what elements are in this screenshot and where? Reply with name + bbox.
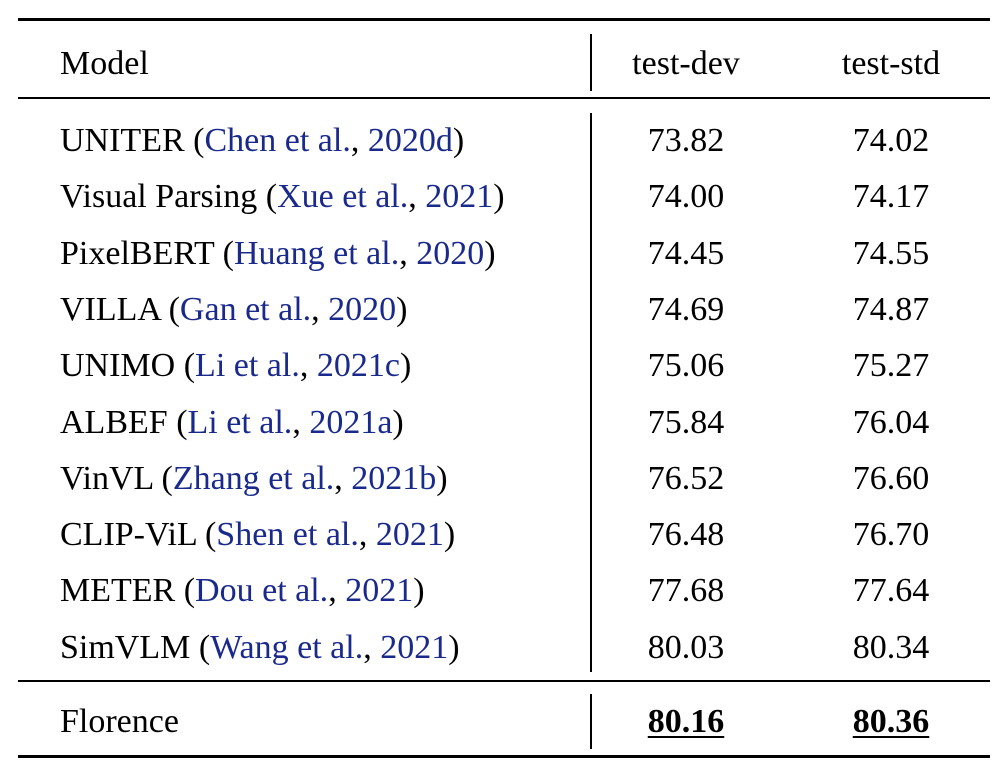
row-model: SimVLM (Wang et al., 2021) (60, 629, 460, 666)
citation-authors[interactable]: Dou et al. (195, 572, 329, 609)
citation-year[interactable]: 2020d (367, 122, 453, 159)
row-test-dev: 73.82 (647, 122, 725, 159)
citation-authors[interactable]: Wang et al. (210, 629, 364, 666)
model-name: ALBEF (60, 404, 168, 441)
header-model: Model (60, 45, 149, 82)
row-test-dev: 75.84 (647, 404, 725, 441)
table-mid-rule (18, 680, 990, 682)
row-test-std: 74.55 (852, 235, 930, 272)
model-name: CLIP-ViL (60, 516, 197, 553)
citation-year[interactable]: 2021 (380, 629, 449, 666)
model-name: VinVL (60, 460, 154, 497)
row-model: VinVL (Zhang et al., 2021b) (60, 460, 448, 497)
row-test-dev: 74.45 (647, 235, 725, 272)
row-test-std: 77.64 (852, 572, 930, 609)
column-divider (590, 34, 592, 91)
row-model: UNITER (Chen et al., 2020d) (60, 122, 465, 159)
table-top-rule (18, 18, 990, 21)
row-model: CLIP-ViL (Shen et al., 2021) (60, 516, 456, 553)
citation-year[interactable]: 2021b (351, 460, 437, 497)
citation-authors[interactable]: Chen et al. (204, 122, 351, 159)
citation-authors[interactable]: Xue et al. (277, 178, 409, 215)
row-model: ALBEF (Li et al., 2021a) (60, 404, 404, 441)
citation-year[interactable]: 2021 (345, 572, 414, 609)
ours-test-dev: 80.16 (598, 705, 774, 739)
header-test-dev: test-dev (632, 45, 740, 82)
ours-test-std-value: 80.36 (852, 703, 930, 740)
model-name: METER (60, 572, 176, 609)
row-test-std: 76.60 (852, 460, 930, 497)
row-test-std: 74.02 (852, 122, 930, 159)
column-divider (590, 113, 592, 672)
model-name: UNIMO (60, 347, 176, 384)
ours-test-std: 80.36 (790, 705, 992, 739)
model-name: UNITER (60, 122, 185, 159)
row-test-dev: 74.69 (647, 291, 725, 328)
model-name: Visual Parsing (60, 178, 258, 215)
table-header-rule (18, 97, 990, 99)
citation-authors[interactable]: Zhang et al. (172, 460, 335, 497)
model-name: SimVLM (60, 629, 191, 666)
column-divider (590, 694, 592, 749)
row-test-std: 76.70 (852, 516, 930, 553)
citation-year[interactable]: 2020 (416, 235, 485, 272)
row-test-std: 80.34 (852, 629, 930, 666)
row-model: PixelBERT (Huang et al., 2020) (60, 235, 496, 272)
row-test-dev: 74.00 (647, 178, 725, 215)
row-model: METER (Dou et al., 2021) (60, 572, 425, 609)
citation-authors[interactable]: Li et al. (195, 347, 300, 384)
ours-test-dev-value: 80.16 (647, 703, 725, 740)
citation-year[interactable]: 2021 (425, 178, 494, 215)
model-name: PixelBERT (60, 235, 215, 272)
row-model: Visual Parsing (Xue et al., 2021) (60, 178, 505, 215)
row-test-std: 76.04 (852, 404, 930, 441)
citation-authors[interactable]: Gan et al. (179, 291, 312, 328)
row-model: UNIMO (Li et al., 2021c) (60, 347, 412, 384)
citation-authors[interactable]: Shen et al. (216, 516, 359, 553)
row-test-dev: 77.68 (647, 572, 725, 609)
citation-authors[interactable]: Li et al. (187, 404, 293, 441)
row-test-dev: 80.03 (647, 629, 725, 666)
model-name: VILLA (60, 291, 161, 328)
row-test-dev: 76.52 (647, 460, 725, 497)
row-model: VILLA (Gan et al., 2020) (60, 291, 408, 328)
row-test-dev: 75.06 (647, 347, 725, 384)
table-bottom-rule (18, 755, 990, 758)
citation-year[interactable]: 2021c (316, 347, 400, 384)
citation-year[interactable]: 2021 (375, 516, 444, 553)
citation-year[interactable]: 2020 (328, 291, 397, 328)
row-test-std: 75.27 (852, 347, 930, 384)
row-test-dev: 76.48 (647, 516, 725, 553)
citation-authors[interactable]: Huang et al. (233, 235, 400, 272)
row-test-std: 74.17 (852, 178, 930, 215)
citation-year[interactable]: 2021a (309, 404, 393, 441)
ours-model: Florence (60, 703, 179, 740)
row-test-std: 74.87 (852, 291, 930, 328)
header-test-std: test-std (841, 45, 941, 82)
